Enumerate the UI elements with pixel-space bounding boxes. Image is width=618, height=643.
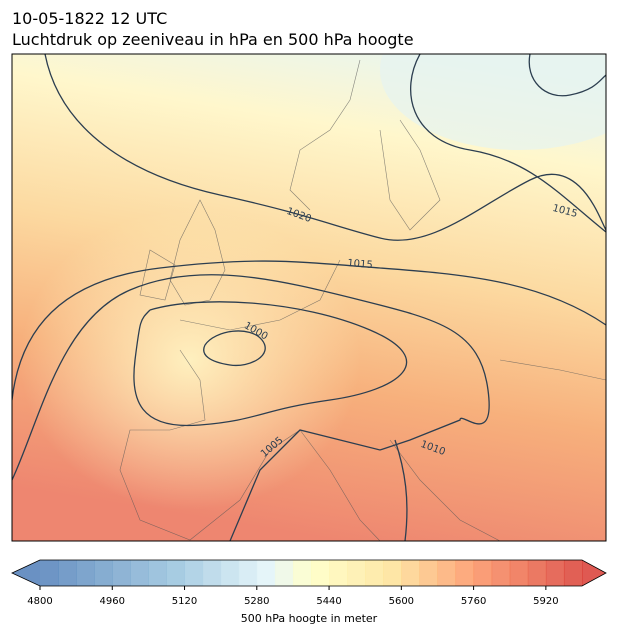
height-field xyxy=(20,210,360,510)
colorbar-cell xyxy=(419,560,438,586)
colorbar-cell xyxy=(455,560,475,586)
colorbar-cell xyxy=(274,560,294,586)
colorbar-cell xyxy=(202,560,222,586)
colorbar-cell xyxy=(238,560,258,586)
isobar xyxy=(394,439,408,541)
colorbar-cell xyxy=(220,560,240,586)
date: 10-05-1822 12 UTC xyxy=(12,9,167,28)
isobar xyxy=(12,260,606,401)
colorbar-cell xyxy=(401,560,420,586)
colorbar-tick-label: 5120 xyxy=(172,596,197,607)
colorbar-cell xyxy=(311,560,330,586)
colorbar-tick-label: 5440 xyxy=(316,596,341,607)
colorbar-cell xyxy=(76,560,95,586)
colorbar-tick-label: 4800 xyxy=(27,596,52,607)
isobar xyxy=(528,54,606,97)
colorbar-extend xyxy=(582,560,606,586)
colorbar-cell xyxy=(329,560,348,586)
isobar xyxy=(133,301,407,427)
isobar xyxy=(203,330,266,367)
colorbar-cell xyxy=(130,560,149,586)
colorbar-tick-label: 5920 xyxy=(533,596,558,607)
colorbar-cell xyxy=(365,560,384,586)
colorbar-cell xyxy=(563,560,583,586)
colorbar-cell xyxy=(40,560,59,586)
isobar xyxy=(409,54,606,233)
colorbar-cell xyxy=(148,560,167,586)
map-frame xyxy=(11,53,607,542)
colorbar-cell xyxy=(491,560,511,586)
colorbar-tick-label: 5760 xyxy=(461,596,486,607)
colorbar-tick-label: 5280 xyxy=(244,596,269,607)
colorbar: 4800 4960 5120 5280 5440 5600 5760 5920 xyxy=(11,559,607,607)
isobar xyxy=(44,54,606,241)
colorbar-cell xyxy=(112,560,131,586)
contour-label: 1015 xyxy=(347,258,373,271)
colorbar-cell xyxy=(94,560,113,586)
colorbar-tick-label: 5600 xyxy=(389,596,414,607)
colorbar-extend xyxy=(12,560,40,586)
colorbar-cell xyxy=(437,560,457,586)
colorbar-frame xyxy=(11,559,607,587)
colorbar-cell xyxy=(347,560,366,586)
colorbar-cell xyxy=(166,560,186,586)
colorbar-cell xyxy=(58,560,77,586)
title: Luchtdruk op zeeniveau in hPa en 500 hPa… xyxy=(12,30,414,49)
colorbar-cell xyxy=(292,560,312,586)
height-field xyxy=(380,54,606,150)
colorbar-cell xyxy=(509,560,529,586)
colorbar-tick-label: 4960 xyxy=(100,596,125,607)
colorbar-label: 500 hPa hoogte in meter xyxy=(241,612,378,625)
map xyxy=(12,54,606,541)
isobar xyxy=(12,274,490,541)
colorbar-cell xyxy=(473,560,493,586)
colorbar-cell xyxy=(256,560,276,586)
colorbar-cell xyxy=(383,560,402,586)
colorbar-cell xyxy=(184,560,204,586)
colorbar-cell xyxy=(527,560,547,586)
colorbar-cell xyxy=(545,560,565,586)
